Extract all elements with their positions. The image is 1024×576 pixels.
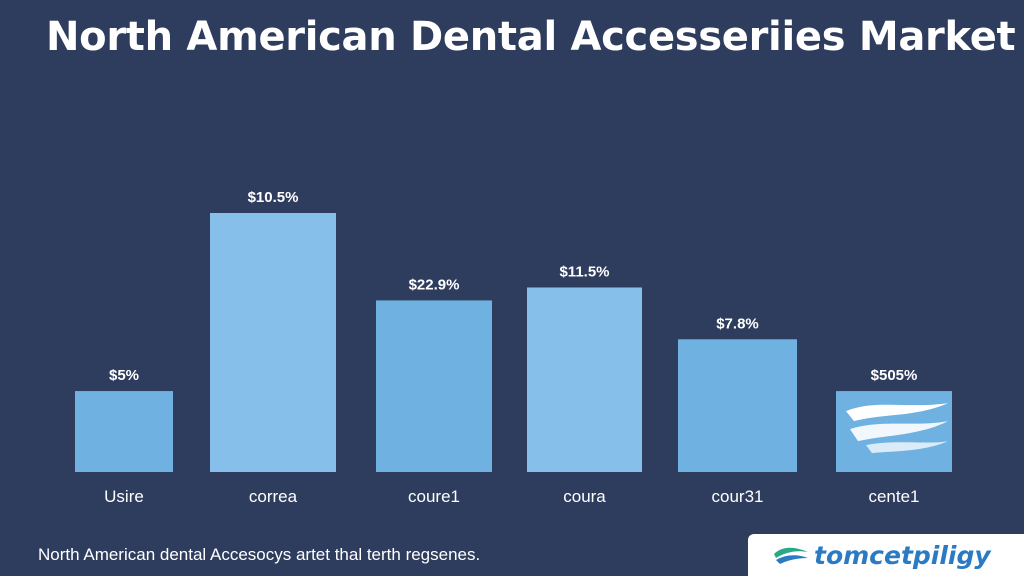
- x-tick-label: coure1: [408, 487, 460, 506]
- bar-value-label: $22.9%: [409, 276, 460, 293]
- bar-value-label: $5%: [109, 367, 139, 384]
- bar-1: [210, 213, 336, 472]
- chart-caption: North American dental Accesocys artet th…: [38, 545, 481, 564]
- bar-value-label: $505%: [871, 367, 918, 384]
- chart-title: North American Dental Accesseriies Marke…: [46, 14, 1016, 60]
- bar-value-label: $10.5%: [248, 189, 299, 206]
- x-tick-label: coura: [563, 487, 606, 506]
- bar-3: [527, 287, 642, 472]
- x-tick-label: cente1: [868, 487, 919, 506]
- bar-4: [678, 339, 797, 472]
- bar-value-label: $11.5%: [559, 263, 609, 280]
- brand-logo: tomcetpiligy: [748, 534, 1024, 576]
- wave-icon: [846, 403, 948, 454]
- swoosh-icon: [774, 547, 808, 564]
- x-tick-label: Usire: [104, 487, 144, 506]
- x-tick-label: correa: [249, 487, 298, 506]
- bar-value-label: $7.8%: [716, 315, 759, 332]
- x-tick-label: cour31: [712, 487, 764, 506]
- bar-2: [376, 300, 492, 472]
- bar-0: [75, 391, 173, 472]
- brand-logo-text: tomcetpiligy: [814, 540, 991, 570]
